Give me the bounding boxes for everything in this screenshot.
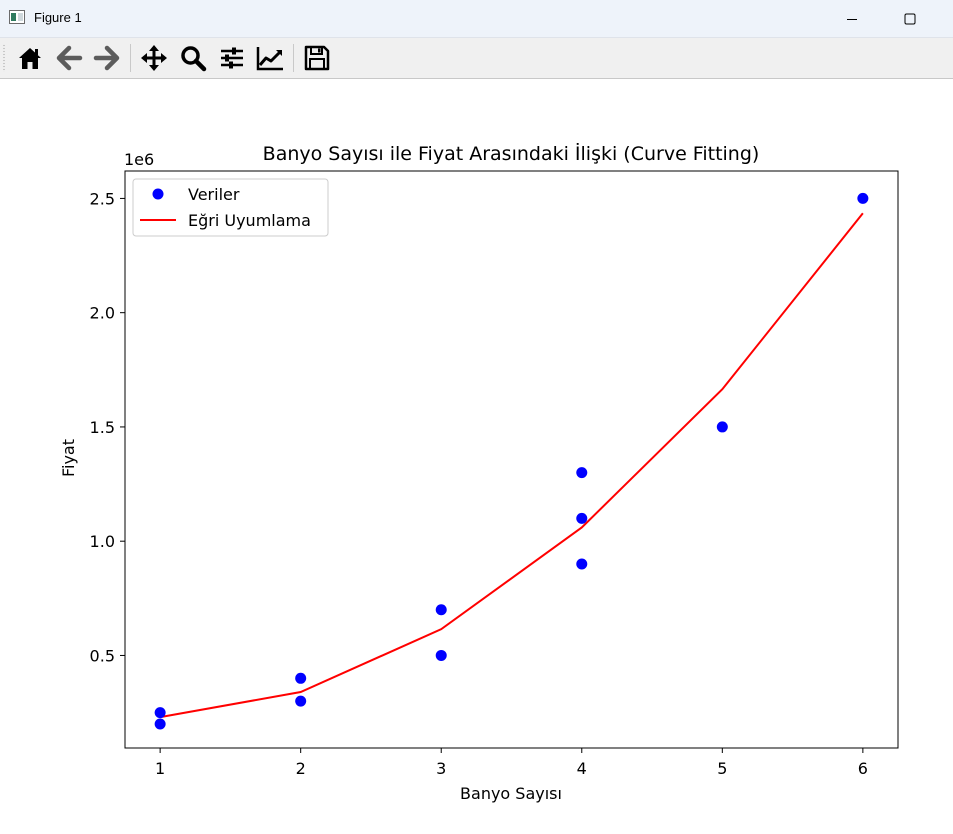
edit-axis-button[interactable] [253, 42, 287, 74]
back-button[interactable] [52, 42, 86, 74]
data-point [295, 695, 307, 707]
maximize-button[interactable] [887, 0, 933, 37]
data-point [576, 512, 588, 524]
x-tick-label: 5 [717, 759, 727, 778]
x-axis-label: Banyo Sayısı [460, 784, 562, 803]
fit-curve-line [159, 212, 864, 719]
y-tick-label: 1.5 [90, 418, 115, 437]
data-point [154, 718, 166, 730]
save-button[interactable] [300, 42, 334, 74]
home-button[interactable] [13, 42, 47, 74]
x-tick-label: 4 [577, 759, 587, 778]
data-point [576, 467, 588, 479]
y-tick-label: 0.5 [90, 646, 115, 665]
configure-subplots-button[interactable] [215, 42, 249, 74]
toolbar-grip [3, 44, 5, 72]
data-point [435, 604, 447, 616]
maximize-icon [904, 13, 916, 24]
y-axis-offset-label: 1e6 [124, 150, 154, 169]
ticks-layer: 1 2 3 4 5 6 0.5 1.0 1.5 2.0 2.5 [90, 189, 868, 778]
toolbar-separator [293, 44, 294, 72]
legend: Veriler Eğri Uyumlama [132, 178, 329, 237]
window-title: Figure 1 [34, 10, 82, 25]
x-tick-label: 3 [436, 759, 446, 778]
legend-label: Eğri Uyumlama [188, 211, 311, 230]
navigation-toolbar [0, 38, 953, 79]
series-layer [154, 192, 869, 730]
data-point [295, 672, 307, 684]
data-point [576, 558, 588, 570]
legend-point-marker [152, 188, 164, 200]
chart: Banyo Sayısı ile Fiyat Arasındaki İlişki… [59, 142, 899, 803]
edit-axis-icon [256, 47, 283, 71]
legend-label: Veriler [188, 185, 240, 204]
figure-canvas: Banyo Sayısı ile Fiyat Arasındaki İlişki… [0, 79, 953, 830]
window-titlebar: Figure 1 [0, 0, 953, 38]
zoom-button[interactable] [176, 42, 210, 74]
forward-arrow-icon [93, 45, 120, 71]
configure-subplots-icon [221, 47, 243, 69]
data-point [716, 421, 728, 433]
x-tick-label: 6 [858, 759, 868, 778]
toolbar-separator [130, 44, 131, 72]
forward-button[interactable] [90, 42, 124, 74]
zoom-magnifier-icon [181, 46, 207, 72]
y-axis-label: Fiyat [59, 439, 78, 477]
y-tick-label: 2.5 [90, 189, 115, 208]
data-point [435, 649, 447, 661]
data-point [857, 192, 869, 204]
plot-frame [124, 170, 899, 749]
data-point [154, 707, 166, 719]
figure-app-icon [9, 10, 25, 24]
legend-box [132, 178, 329, 237]
home-icon [19, 48, 41, 69]
chart-title: Banyo Sayısı ile Fiyat Arasındaki İlişki… [263, 142, 760, 165]
x-tick-label: 2 [296, 759, 306, 778]
save-floppy-icon [304, 45, 330, 71]
pan-button[interactable] [137, 42, 171, 74]
pan-move-icon [141, 45, 167, 71]
back-arrow-icon [56, 45, 83, 71]
minimize-icon [847, 18, 857, 20]
minimize-button[interactable] [829, 0, 875, 37]
x-tick-label: 1 [155, 759, 165, 778]
y-tick-label: 1.0 [90, 532, 115, 551]
y-tick-label: 2.0 [90, 304, 115, 323]
